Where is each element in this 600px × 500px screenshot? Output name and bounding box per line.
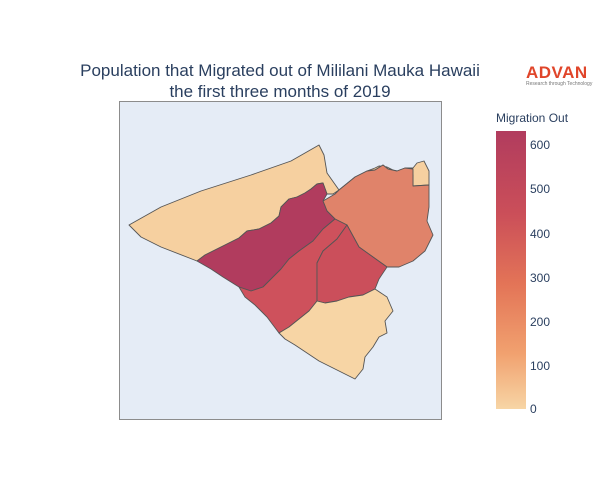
logo-name: ADVAN (526, 63, 588, 82)
map-frame (119, 101, 442, 420)
colorbar-tick-100: 100 (530, 359, 551, 373)
colorbar-tick-400: 400 (530, 227, 551, 241)
chart-title: Population that Migrated out of Mililani… (20, 60, 540, 102)
colorbar-tick-200: 200 (530, 315, 551, 329)
logo-tagline: Research through Technology (526, 81, 593, 87)
colorbar-gradient (496, 131, 526, 409)
colorbar-tick-0: 0 (530, 402, 537, 416)
map-svg (128, 144, 434, 380)
colorbar-tick-500: 500 (530, 182, 551, 196)
colorbar-tick-300: 300 (530, 271, 551, 285)
chart-title-line-2: the first three months of 2019 (169, 82, 391, 101)
colorbar-tick-600: 600 (530, 138, 551, 152)
colorbar-title: Migration Out (496, 111, 569, 125)
region-south[interactable] (278, 288, 394, 380)
advan-logo: ADVAN Research through Technology (526, 64, 598, 87)
chart-title-line-1: Population that Migrated out of Mililani… (80, 61, 480, 80)
